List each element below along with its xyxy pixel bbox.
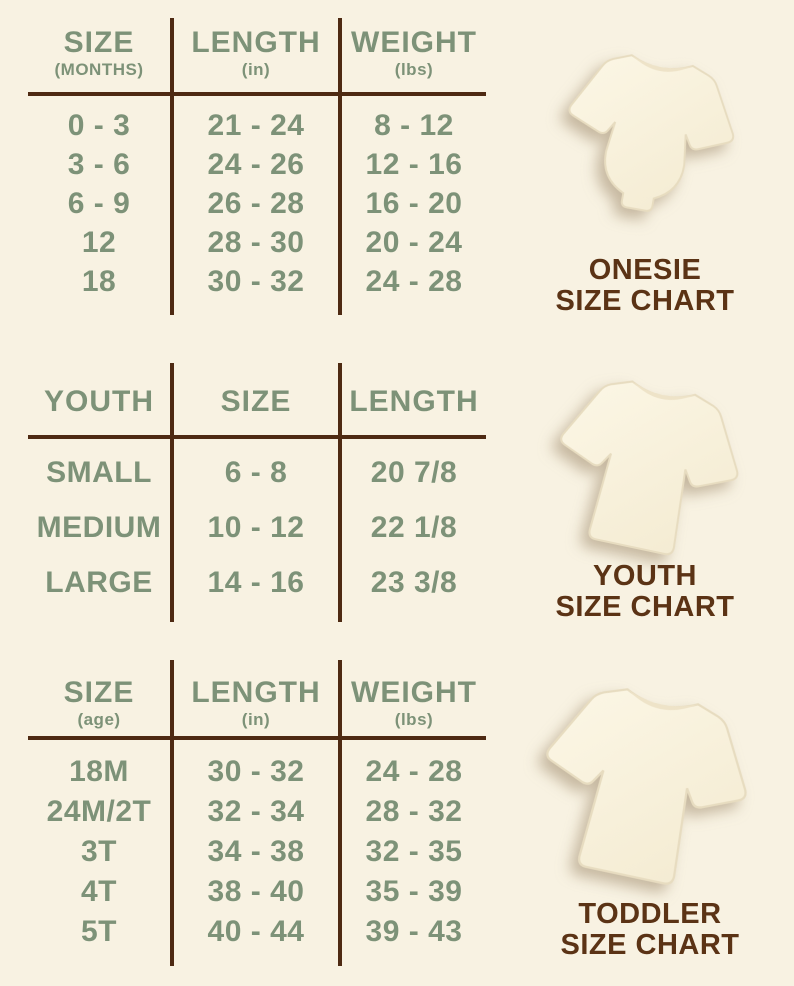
header-label: SIZE — [63, 676, 135, 709]
spacer — [338, 740, 486, 752]
spacer — [170, 96, 338, 106]
table-cell: 32 - 34 — [170, 792, 338, 832]
toddler-size-table: SIZE (age) LENGTH (in) WEIGHT (lbs) 18M … — [28, 660, 486, 966]
header-label: WEIGHT — [351, 676, 477, 709]
table-cell: 35 - 39 — [338, 872, 486, 912]
table-cell: SMALL — [46, 455, 152, 489]
table-cell: 26 - 28 — [170, 184, 338, 223]
spacer — [170, 610, 338, 622]
header-label: LENGTH — [349, 385, 479, 418]
toddler-tshirt-image — [546, 688, 747, 885]
table-cell: 24M/2T — [46, 795, 152, 828]
spacer — [28, 740, 170, 752]
table-cell: 24 - 28 — [338, 262, 486, 301]
youth-size-table: YOUTH SIZE LENGTH SMALL 6 - 8 20 7/8 MED… — [28, 363, 486, 622]
spacer — [170, 301, 338, 315]
header-label: LENGTH — [191, 26, 321, 59]
spacer — [338, 96, 486, 106]
header-unit: (age) — [77, 710, 121, 729]
spacer — [170, 439, 338, 445]
caption-line: SIZE CHART — [555, 591, 735, 623]
table-cell: 8 - 12 — [338, 106, 486, 145]
table-cell: 5T — [80, 915, 117, 948]
caption-line: SIZE CHART — [560, 929, 740, 961]
table-cell: 21 - 24 — [170, 106, 338, 145]
spacer — [28, 301, 170, 315]
youth-tshirt-image — [560, 380, 739, 556]
table-cell: 12 - 16 — [338, 145, 486, 184]
table-cell: 30 - 32 — [170, 262, 338, 301]
spacer — [338, 952, 486, 966]
toddler-col-header-length: LENGTH (in) — [170, 660, 338, 740]
table-cell: 3T — [80, 835, 117, 868]
caption-line: ONESIE — [588, 254, 702, 286]
table-cell: 28 - 32 — [338, 792, 486, 832]
header-unit: (in) — [241, 60, 271, 79]
spacer — [28, 96, 170, 106]
header-unit: (lbs) — [394, 710, 434, 729]
table-cell: 40 - 44 — [170, 912, 338, 952]
table-cell: 30 - 32 — [170, 752, 338, 792]
header-unit: (lbs) — [394, 60, 434, 79]
spacer — [170, 740, 338, 752]
table-cell: 20 - 24 — [338, 223, 486, 262]
table-cell: 28 - 30 — [170, 223, 338, 262]
onesie-col-header-weight: WEIGHT (lbs) — [338, 18, 486, 96]
header-label: WEIGHT — [351, 26, 477, 59]
table-cell: 0 - 3 — [67, 108, 131, 142]
table-cell: 6 - 9 — [67, 186, 131, 220]
table-cell: 32 - 35 — [338, 832, 486, 872]
youth-col-header-youth: YOUTH — [28, 363, 170, 439]
table-cell: 18M — [69, 755, 129, 788]
table-cell: 23 3/8 — [338, 555, 486, 610]
spacer — [338, 610, 486, 622]
table-cell: 24 - 28 — [338, 752, 486, 792]
onesie-chart-caption: ONESIE SIZE CHART — [500, 255, 790, 317]
onesie-col-header-length: LENGTH (in) — [170, 18, 338, 96]
spacer — [28, 952, 170, 966]
toddler-col-header-size: SIZE (age) — [28, 660, 170, 740]
table-cell: 24 - 26 — [170, 145, 338, 184]
table-cell: 20 7/8 — [338, 445, 486, 500]
table-cell: 10 - 12 — [170, 500, 338, 555]
spacer — [338, 301, 486, 315]
onesie-bodysuit-image — [568, 54, 735, 212]
onesie-col-header-size: SIZE (MONTHS) — [28, 18, 170, 96]
toddler-col-header-weight: WEIGHT (lbs) — [338, 660, 486, 740]
header-unit: (MONTHS) — [54, 60, 144, 79]
table-cell: 12 — [81, 225, 117, 259]
table-cell: 34 - 38 — [170, 832, 338, 872]
table-cell: 16 - 20 — [338, 184, 486, 223]
table-cell: 3 - 6 — [67, 147, 131, 181]
table-cell: 39 - 43 — [338, 912, 486, 952]
table-cell: LARGE — [45, 565, 153, 599]
spacer — [170, 952, 338, 966]
header-unit: (in) — [241, 710, 271, 729]
header-label: LENGTH — [191, 676, 321, 709]
youth-chart-caption: YOUTH SIZE CHART — [500, 561, 790, 623]
table-cell: 6 - 8 — [170, 445, 338, 500]
caption-line: TODDLER — [578, 898, 722, 930]
caption-line: SIZE CHART — [555, 285, 735, 317]
header-label: SIZE — [63, 26, 135, 59]
youth-col-header-size: SIZE — [170, 363, 338, 439]
toddler-chart-caption: TODDLER SIZE CHART — [500, 899, 794, 961]
table-cell: MEDIUM — [36, 510, 162, 544]
spacer — [28, 610, 170, 622]
table-cell: 4T — [80, 875, 117, 908]
table-cell: 14 - 16 — [170, 555, 338, 610]
caption-line: YOUTH — [593, 560, 697, 592]
spacer — [338, 439, 486, 445]
table-cell: 18 — [81, 264, 117, 298]
onesie-size-table: SIZE (MONTHS) LENGTH (in) WEIGHT (lbs) 0… — [28, 18, 486, 315]
header-label: SIZE — [220, 385, 292, 418]
table-cell: 22 1/8 — [338, 500, 486, 555]
table-cell: 38 - 40 — [170, 872, 338, 912]
youth-col-header-length: LENGTH — [338, 363, 486, 439]
header-label: YOUTH — [44, 385, 154, 418]
